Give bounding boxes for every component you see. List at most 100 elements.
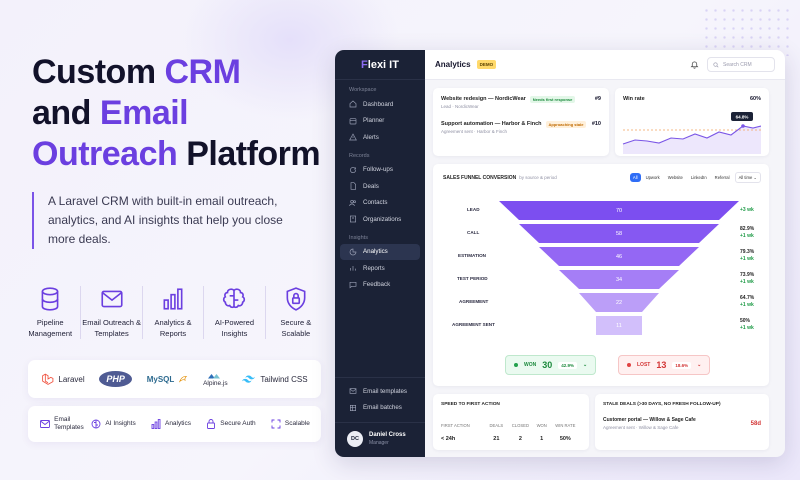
- column-header: WIN RATE: [555, 423, 576, 428]
- stage-conversion: 79.3%: [740, 249, 755, 255]
- nav-dashboard[interactable]: Dashboard: [340, 96, 420, 113]
- divider: [335, 377, 425, 378]
- sidebar-bottom: Email templates Email batches DC Daniel …: [335, 377, 425, 457]
- nav-label: Deals: [363, 182, 379, 190]
- deal-item[interactable]: Support automation — Harbor & Finch Agre…: [441, 121, 601, 134]
- feature-label: Pipeline Management: [28, 318, 73, 338]
- nav-email-batches[interactable]: Email batches: [340, 400, 420, 417]
- envelope-icon: [40, 420, 51, 428]
- pill-label: Secure Auth: [220, 420, 256, 427]
- building-icon: [350, 215, 356, 223]
- nav-reports[interactable]: Reports: [340, 260, 420, 277]
- brain-icon: [223, 288, 246, 309]
- hero-word: and: [32, 94, 100, 132]
- filter-chip-upwork[interactable]: Upwork: [645, 175, 660, 180]
- deal-title: Website redesign — NordicWear: [441, 96, 526, 102]
- stage-stats: 79.3% +1 wk: [740, 249, 754, 263]
- stage-stats: 64.7% +1 wk: [740, 295, 754, 309]
- bar-chart-icon: [151, 419, 161, 429]
- nav-alerts[interactable]: Alerts: [340, 129, 420, 146]
- column-header: WON: [536, 423, 547, 428]
- nav-planner[interactable]: Planner: [340, 113, 420, 130]
- tech-tailwind: Tailwind CSS: [242, 374, 308, 384]
- nav-analytics[interactable]: Analytics: [340, 243, 420, 260]
- hero-word: Custom: [32, 53, 165, 91]
- funnel-title: SALES FUNNEL CONVERSION: [443, 174, 517, 181]
- hero-word: Platform: [177, 135, 321, 173]
- nav-deals[interactable]: Deals: [340, 178, 420, 195]
- tech-laravel: Laravel: [41, 373, 85, 386]
- tech-php: PHP: [99, 371, 132, 387]
- user-role: Manager: [369, 440, 389, 446]
- deal-subtitle: Agreement sent · Willow & Sage Cafe: [603, 425, 679, 430]
- nav-label: Follow-ups: [363, 166, 393, 174]
- stage-value: 22: [615, 299, 623, 306]
- refresh-icon: [350, 166, 357, 173]
- pill-scalable: Scalable: [270, 418, 310, 430]
- feature-list: Pipeline Management Email Outreach & Tem…: [20, 286, 326, 339]
- filter-chip-website[interactable]: Website: [667, 175, 683, 180]
- filter-chips: All Upwork Website LinkedIn Referral All…: [629, 172, 761, 183]
- deals-card: Website redesign — NordicWear Lead · Nor…: [433, 88, 609, 156]
- won-summary[interactable]: WON 30 42.9% ⌄: [505, 355, 597, 375]
- stage-weekly-delta: +1 wk: [740, 279, 754, 285]
- stage-label: TEST PERIOD: [457, 276, 488, 281]
- search-input[interactable]: Search CRM: [707, 57, 775, 72]
- nav-label: Analytics: [363, 248, 388, 256]
- stage-label: AGREEMENT SENT: [452, 322, 495, 327]
- dropdown-caret-icon: ⌄: [583, 362, 588, 368]
- nav-feedback[interactable]: Feedback: [340, 277, 420, 294]
- status-badge: Approaching stale: [545, 121, 587, 128]
- nav-followups[interactable]: Follow-ups: [340, 162, 420, 179]
- stage-weekly-delta: +1 wk: [740, 302, 754, 308]
- deal-item[interactable]: Website redesign — NordicWear Lead · Nor…: [441, 96, 601, 109]
- stage-value: 70: [615, 207, 623, 214]
- nav-organizations[interactable]: Organizations: [340, 211, 420, 228]
- demo-badge: DEMO: [476, 60, 497, 69]
- database-icon: [41, 287, 59, 311]
- stack-icon: [350, 404, 356, 411]
- lock-icon: [207, 419, 216, 429]
- stage-weekly-delta: +1 wk: [740, 325, 754, 331]
- table-cell: 1: [540, 436, 544, 442]
- pill-label: AI Insights: [105, 420, 136, 427]
- nav-contacts[interactable]: Contacts: [340, 195, 420, 212]
- nav-label: Feedback: [363, 281, 391, 289]
- filter-chip-linkedin[interactable]: LinkedIn: [690, 175, 707, 180]
- hero: Custom CRM and Email Outreach Platform: [32, 52, 332, 175]
- dropdown-caret-icon: ⌄: [697, 362, 702, 368]
- avatar: DC: [347, 431, 363, 447]
- table-cell: 50%: [559, 436, 571, 442]
- filter-chip-all[interactable]: All: [629, 173, 641, 182]
- warning-icon: [349, 133, 357, 141]
- feature-item: Pipeline Management: [20, 286, 80, 339]
- lost-count: 13: [656, 360, 667, 370]
- users-icon: [349, 199, 356, 206]
- user-profile[interactable]: DC Daniel Cross Manager: [335, 422, 425, 457]
- bell-icon[interactable]: [690, 60, 699, 69]
- dot-pattern: [702, 6, 792, 56]
- pill-label: Analytics: [164, 420, 191, 427]
- alpine-icon: [208, 374, 221, 379]
- filter-chip-referral[interactable]: Referral: [714, 175, 730, 180]
- tech-label: Tailwind CSS: [260, 374, 308, 384]
- period-select[interactable]: All time ⌄: [734, 172, 761, 183]
- lost-summary[interactable]: LOST 13 18.6% ⌄: [618, 355, 711, 375]
- nav-label: Planner: [363, 117, 385, 125]
- deal-title: Customer portal — Willow & Sage Cafe: [603, 417, 696, 423]
- winrate-label: Win rate: [623, 96, 645, 102]
- nav-email-templates[interactable]: Email templates: [340, 383, 420, 400]
- stage-label: CALL: [467, 230, 480, 235]
- funnel-subtitle: by source & period: [519, 175, 557, 180]
- nav-label: Alerts: [363, 133, 379, 141]
- speed-card: SPEED TO FIRST ACTION FIRST ACTION DEALS…: [433, 394, 589, 450]
- stage-value: 34: [615, 276, 623, 283]
- stale-title: STALE DEALS (>30 DAYS, NO FRESH FOLLOW-U…: [603, 402, 721, 407]
- stale-deal-item[interactable]: Customer portal — Willow & Sage Cafe Agr…: [603, 417, 761, 430]
- feature-label: Analytics & Reports: [154, 318, 192, 338]
- speed-title: SPEED TO FIRST ACTION: [441, 402, 500, 407]
- column-header: FIRST ACTION: [441, 423, 470, 428]
